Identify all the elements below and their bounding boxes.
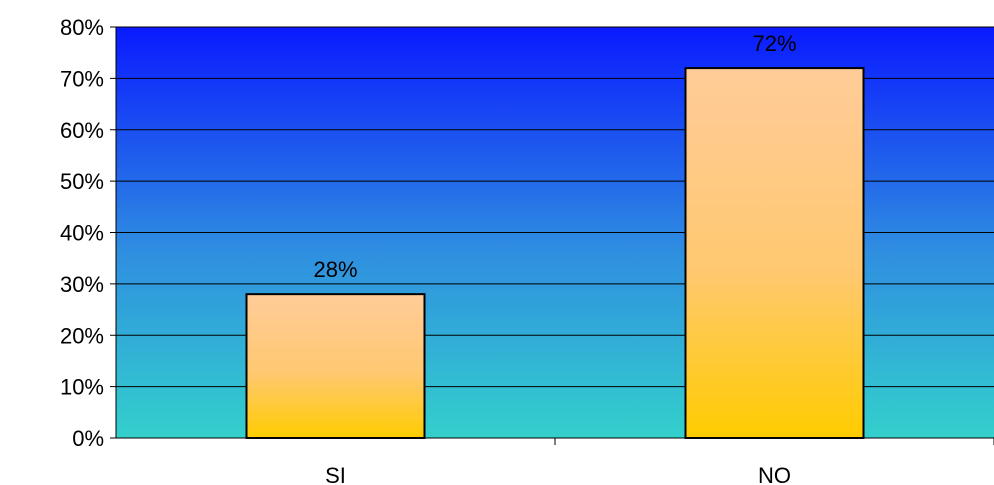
- data-label-no: 72%: [752, 31, 796, 56]
- x-label-si: SI: [325, 463, 346, 485]
- y-tick-label-6: 60%: [60, 118, 104, 143]
- data-label-si: 28%: [313, 257, 357, 282]
- bar-si: [245, 293, 426, 439]
- y-tick-label-1: 10%: [60, 375, 104, 400]
- y-tick-label-8: 80%: [60, 15, 104, 40]
- bar-no: [684, 67, 865, 439]
- bars: [245, 67, 865, 439]
- x-label-no: NO: [758, 463, 791, 485]
- y-tick-label-4: 40%: [60, 221, 104, 246]
- x-axis-labels: SI NO: [325, 463, 791, 485]
- data-labels: 28% 72%: [313, 31, 796, 282]
- y-axis-ticks: 0% 10% 20% 30% 40% 50% 60% 70% 80%: [60, 15, 116, 451]
- y-tick-label-2: 20%: [60, 323, 104, 348]
- y-tick-label-5: 50%: [60, 169, 104, 194]
- y-tick-label-3: 30%: [60, 272, 104, 297]
- y-tick-label-0: 0%: [72, 426, 104, 451]
- y-tick-label-7: 70%: [60, 66, 104, 91]
